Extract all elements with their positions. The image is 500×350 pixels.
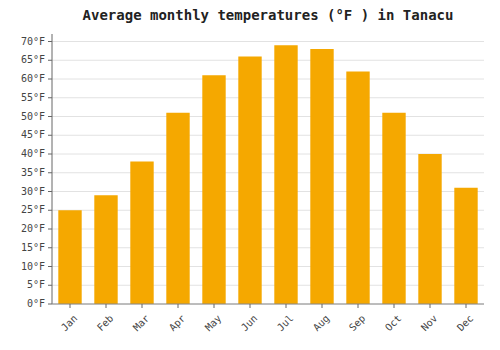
grid-line	[52, 116, 484, 117]
y-tick	[48, 79, 52, 80]
x-tick	[142, 304, 143, 308]
x-tick-label: Oct	[383, 313, 404, 334]
y-tick	[48, 116, 52, 117]
x-tick	[178, 304, 179, 308]
x-tick	[322, 304, 323, 308]
x-tick-label: Jun	[239, 313, 260, 334]
bar	[454, 188, 477, 304]
chart: Average monthly temperatures (°F ) in Ta…	[0, 0, 500, 350]
x-tick	[466, 304, 467, 308]
y-tick-label: 70°F	[21, 36, 45, 47]
x-tick	[430, 304, 431, 308]
title: Average monthly temperatures (°F ) in Ta…	[83, 7, 454, 23]
y-tick	[48, 135, 52, 136]
x-tick	[250, 304, 251, 308]
x-tick-label: Feb	[95, 313, 116, 334]
y-tick-label: 25°F	[21, 204, 45, 215]
y-tick	[48, 60, 52, 61]
bar	[166, 113, 189, 304]
y-tick	[48, 41, 52, 42]
y-tick	[48, 210, 52, 211]
y-tick	[48, 229, 52, 230]
y-tick-label: 45°F	[21, 129, 45, 140]
bar	[310, 49, 333, 304]
bar	[58, 210, 81, 304]
y-tick	[48, 266, 52, 267]
x-axis-line	[52, 304, 484, 305]
y-tick	[48, 304, 52, 305]
grid-line	[52, 135, 484, 136]
grid-line	[52, 41, 484, 42]
x-tick	[214, 304, 215, 308]
grid-line	[52, 60, 484, 61]
x-tick	[70, 304, 71, 308]
grid-line	[52, 304, 484, 305]
y-tick-label: 10°F	[21, 261, 45, 272]
x-tick	[394, 304, 395, 308]
bar	[346, 72, 369, 305]
y-tick-label: 40°F	[21, 148, 45, 159]
x-tick	[106, 304, 107, 308]
y-tick-label: 55°F	[21, 92, 45, 103]
y-tick-label: 20°F	[21, 223, 45, 234]
y-tick	[48, 191, 52, 192]
grid-line	[52, 79, 484, 80]
y-axis: 0°F 5°F 10°F 15°F 20°F 25°F 30°F 35°F 40°F 45°F 50…	[21, 34, 52, 309]
x-tick	[358, 304, 359, 308]
y-tick	[48, 154, 52, 155]
grid	[52, 42, 484, 305]
x-tick	[286, 304, 287, 308]
x-tick-label: May	[203, 313, 224, 334]
x-tick-label: Jan	[59, 313, 80, 334]
y-axis-line	[52, 34, 53, 304]
y-tick-label: 15°F	[21, 242, 45, 253]
y-tick-label: 50°F	[21, 111, 45, 122]
bar	[94, 195, 117, 304]
x-tick-label: Apr	[167, 313, 188, 334]
y-tick-label: 30°F	[21, 186, 45, 197]
x-axis: Jan Feb Mar Apr May Jun Jul Aug Sep Oct Nov Dec	[52, 304, 484, 333]
bar	[382, 113, 405, 304]
bars	[58, 45, 477, 304]
bar	[202, 75, 225, 304]
bar	[130, 162, 153, 305]
x-tick-label: Aug	[311, 313, 332, 334]
y-tick	[48, 97, 52, 98]
x-tick-label: Sep	[347, 313, 368, 334]
bar	[238, 57, 261, 305]
y-tick	[48, 247, 52, 248]
y-tick	[48, 172, 52, 173]
x-tick-label: Dec	[455, 313, 476, 334]
y-tick-label: 5°F	[27, 279, 45, 290]
grid-line	[52, 97, 484, 98]
x-tick-label: Mar	[131, 313, 152, 334]
y-tick-label: 35°F	[21, 167, 45, 178]
bar	[418, 154, 441, 304]
bar	[274, 45, 297, 304]
x-tick-label: Jul	[275, 313, 296, 334]
y-tick-label: 65°F	[21, 54, 45, 65]
x-tick-label: Nov	[419, 313, 440, 334]
y-tick-label: 0°F	[27, 298, 45, 309]
y-tick	[48, 285, 52, 286]
y-tick-label: 60°F	[21, 73, 45, 84]
